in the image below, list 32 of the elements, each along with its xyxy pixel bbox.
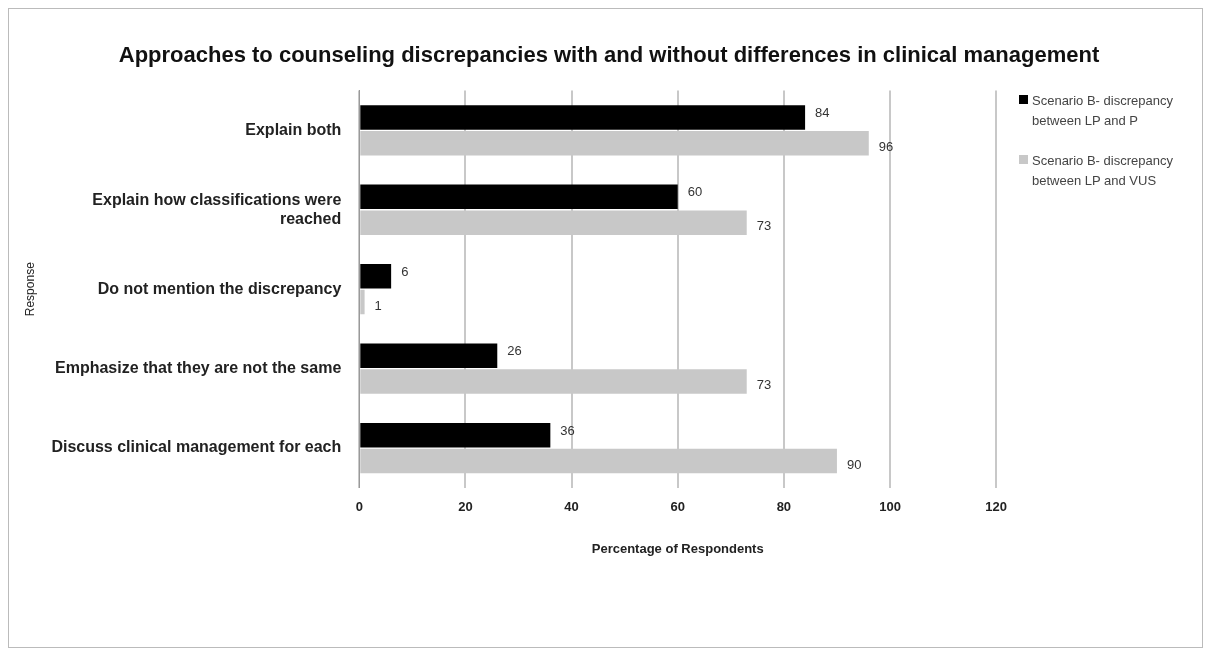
- x-tick-label: 0: [355, 499, 363, 515]
- y-tick-label: Emphasize that they are not the same: [54, 359, 342, 377]
- data-label: 96: [878, 138, 894, 154]
- x-tick-label: 40: [564, 499, 579, 515]
- chart-title: Approaches to counseling discrepancies with and without differences in clinical management: [117, 41, 1101, 69]
- data-label: 73: [756, 377, 772, 393]
- data-label: 26: [507, 343, 522, 359]
- data-label: 60: [687, 184, 703, 200]
- bar: [360, 422, 551, 448]
- x-tick-label: 60: [670, 499, 685, 515]
- data-label: 1: [374, 297, 382, 313]
- x-tick-label: 120: [985, 499, 1008, 515]
- data-label: 84: [815, 104, 830, 120]
- y-tick-label: Explain both: [245, 120, 342, 138]
- legend-label: Scenario B- discrepancy between LP and P: [1032, 92, 1174, 130]
- x-tick-label: 80: [776, 499, 792, 515]
- x-axis-title: Percentage of Respondents: [591, 540, 764, 556]
- y-tick-label: Discuss clinical management for each: [51, 438, 342, 456]
- y-tick-label: Do not mention the discrepancy: [97, 279, 342, 297]
- bar: [360, 343, 498, 368]
- data-label: 90: [846, 456, 862, 472]
- legend-label: Scenario B- discrepancy between LP and VUS: [1032, 152, 1174, 190]
- x-tick-label: 20: [458, 499, 473, 515]
- bar: [360, 184, 678, 210]
- data-label: 73: [756, 218, 772, 234]
- data-label: 6: [401, 263, 409, 279]
- bar: [360, 105, 806, 130]
- data-label: 36: [560, 422, 575, 438]
- bar: [360, 264, 392, 289]
- y-tick-label: Explain how classifications were reached: [92, 190, 342, 227]
- x-tick-label: 100: [879, 499, 901, 515]
- y-axis-title: Response: [22, 261, 37, 317]
